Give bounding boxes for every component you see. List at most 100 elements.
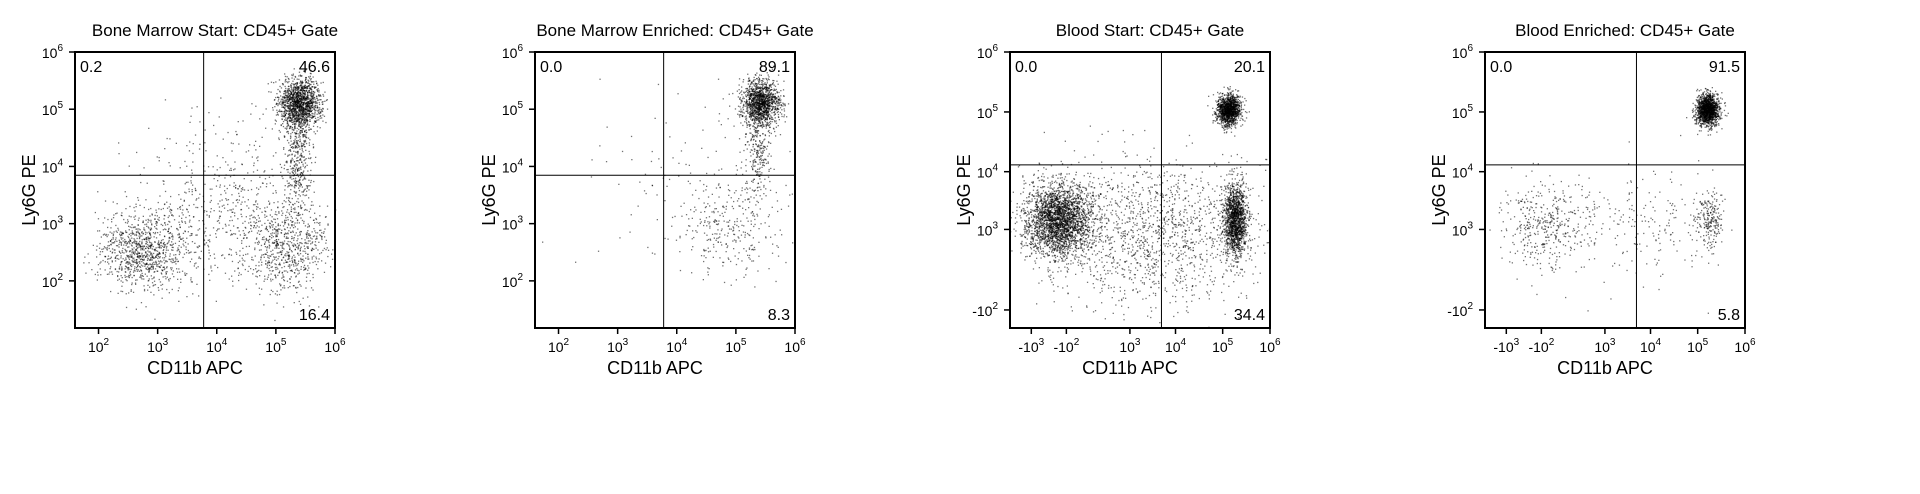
data-point — [194, 252, 195, 253]
data-point — [302, 148, 303, 149]
data-point — [778, 114, 779, 115]
data-point — [216, 301, 217, 302]
data-point — [307, 116, 308, 117]
data-point — [156, 229, 157, 230]
data-point — [288, 114, 289, 115]
data-point — [88, 262, 89, 263]
data-point — [188, 211, 189, 212]
data-point — [186, 249, 187, 250]
data-point — [104, 217, 105, 218]
data-point — [135, 241, 136, 242]
data-point — [118, 259, 119, 260]
data-point — [300, 248, 301, 249]
data-point — [99, 243, 100, 244]
data-point — [100, 268, 101, 269]
data-point — [774, 109, 775, 110]
data-point — [303, 298, 304, 299]
data-point — [169, 215, 170, 216]
data-point — [784, 114, 785, 115]
data-point — [219, 211, 220, 212]
data-point — [177, 247, 178, 248]
data-point — [283, 248, 284, 249]
data-point — [269, 247, 270, 248]
y-tick-label: 105 — [42, 100, 64, 118]
data-point — [171, 258, 172, 259]
data-point — [760, 122, 761, 123]
data-point — [171, 233, 172, 234]
data-point — [740, 122, 741, 123]
data-point — [178, 245, 179, 246]
data-point — [120, 291, 121, 292]
data-point — [239, 255, 240, 256]
data-point — [294, 243, 295, 244]
data-point — [264, 214, 265, 215]
data-point — [121, 275, 122, 276]
data-point — [288, 258, 289, 259]
data-point — [292, 238, 293, 239]
data-point — [295, 97, 296, 98]
data-point — [264, 243, 265, 244]
data-point — [740, 97, 741, 98]
data-point — [750, 84, 751, 85]
data-point — [136, 263, 137, 264]
data-point — [139, 277, 140, 278]
data-point — [239, 230, 240, 231]
data-point — [175, 254, 176, 255]
data-point — [301, 125, 302, 126]
data-point — [166, 247, 167, 248]
data-point — [246, 289, 247, 290]
data-point — [197, 234, 198, 235]
data-point — [299, 103, 300, 104]
data-point — [293, 227, 294, 228]
data-point — [270, 183, 271, 184]
data-point — [770, 123, 771, 124]
data-point — [248, 271, 249, 272]
data-point — [744, 101, 745, 102]
data-point — [299, 185, 300, 186]
data-point — [140, 249, 141, 250]
data-point — [106, 248, 107, 249]
data-point — [318, 111, 319, 112]
data-point — [135, 252, 136, 253]
data-point — [119, 251, 120, 252]
data-point — [141, 261, 142, 262]
data-point — [154, 264, 155, 265]
data-point — [293, 285, 294, 286]
data-point — [160, 231, 161, 232]
data-point — [271, 290, 272, 291]
data-point — [245, 269, 246, 270]
data-point — [308, 185, 309, 186]
data-point — [226, 200, 227, 201]
data-point — [755, 110, 756, 111]
data-point — [321, 260, 322, 261]
data-point — [302, 86, 303, 87]
data-point — [279, 294, 280, 295]
data-point — [232, 261, 233, 262]
data-point — [291, 276, 292, 277]
data-point — [270, 294, 271, 295]
data-point — [290, 145, 291, 146]
data-point — [284, 228, 285, 229]
data-point — [237, 238, 238, 239]
data-point — [263, 236, 264, 237]
data-point — [278, 228, 279, 229]
data-point — [293, 151, 294, 152]
data-point — [179, 251, 180, 252]
data-point — [272, 226, 273, 227]
data-point — [143, 276, 144, 277]
data-point — [172, 244, 173, 245]
data-point — [182, 205, 183, 206]
data-point — [301, 155, 302, 156]
data-point — [281, 107, 282, 108]
data-point — [249, 218, 250, 219]
data-point — [232, 285, 233, 286]
data-point — [101, 236, 102, 237]
data-point — [271, 262, 272, 263]
data-point — [265, 263, 266, 264]
data-point — [294, 212, 295, 213]
data-point — [304, 115, 305, 116]
data-point — [287, 217, 288, 218]
data-point — [313, 101, 314, 102]
data-point — [295, 105, 296, 106]
data-point — [141, 253, 142, 254]
